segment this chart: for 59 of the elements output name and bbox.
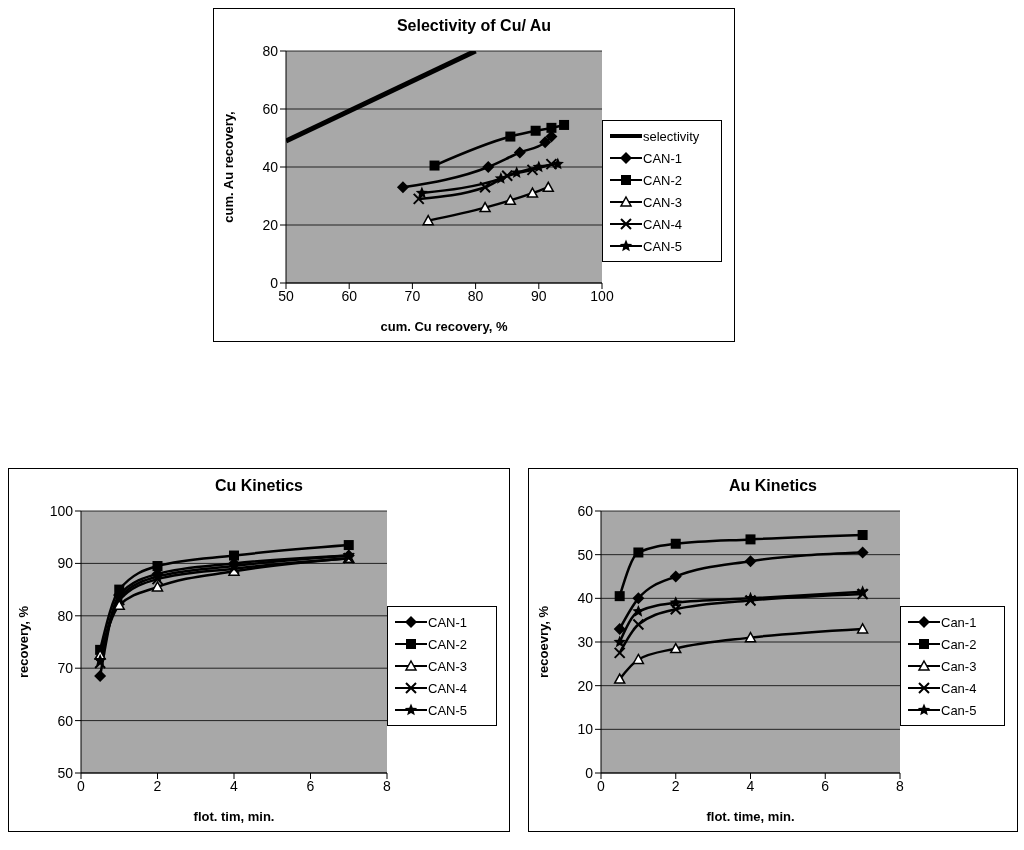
y-tick-label: 0 — [585, 764, 594, 781]
x-tick-label: 6 — [821, 777, 830, 794]
legend-label: Can-4 — [941, 680, 977, 696]
x-axis-title: flot. tim, min. — [193, 809, 275, 824]
legend-label: CAN-2 — [643, 172, 683, 188]
x-tick-label: 8 — [896, 777, 905, 794]
y-tick-label: 20 — [577, 677, 594, 694]
legend-label: Can-1 — [941, 614, 977, 630]
x-tick-label: 2 — [153, 777, 162, 794]
chart-title: Cu Kinetics — [214, 477, 304, 495]
chart-title: Selectivity of Cu/ Au — [395, 17, 553, 35]
x-tick-label: 0 — [597, 777, 606, 794]
x-tick-label: 4 — [230, 777, 239, 794]
legend-label: CAN-4 — [428, 680, 468, 696]
y-tick-label: 90 — [57, 555, 74, 572]
y-tick-label: 30 — [577, 633, 594, 650]
legend-label: CAN-5 — [643, 238, 683, 254]
legend-label: CAN-3 — [643, 194, 683, 210]
y-axis-title: cum. Au recovery, — [220, 111, 236, 223]
y-tick-label: 60 — [57, 712, 74, 729]
x-tick-label: 80 — [467, 287, 484, 304]
x-tick-label: 90 — [531, 287, 547, 304]
x-axis-title: cum. Cu recovery, % — [380, 319, 508, 334]
x-tick-label: 70 — [404, 287, 421, 304]
x-axis-title: flot. time, min. — [706, 809, 795, 824]
x-tick-label: 0 — [77, 777, 86, 794]
y-tick-label: 80 — [57, 607, 74, 624]
legend-label: CAN-1 — [428, 614, 468, 630]
legend-label: Can-5 — [941, 702, 977, 718]
y-tick-label: 40 — [262, 158, 279, 175]
legend-label: CAN-5 — [428, 702, 468, 718]
y-tick-label: 0 — [270, 274, 279, 291]
y-axis-title: recoevry, % — [535, 605, 551, 679]
legend-label: CAN-1 — [643, 150, 683, 166]
legend-label: Can-3 — [941, 658, 977, 674]
y-tick-label: 100 — [49, 502, 74, 519]
legend-label: Can-2 — [941, 636, 977, 652]
y-tick-label: 10 — [577, 721, 594, 738]
y-tick-label: 60 — [262, 100, 279, 117]
x-tick-label: 2 — [671, 777, 680, 794]
x-tick-label: 4 — [746, 777, 755, 794]
x-tick-label: 100 — [590, 287, 614, 304]
y-tick-label: 80 — [262, 42, 279, 59]
y-tick-label: 40 — [577, 590, 594, 607]
legend-label: CAN-2 — [428, 636, 468, 652]
y-tick-label: 70 — [57, 660, 74, 677]
y-tick-label: 50 — [57, 764, 74, 781]
x-tick-label: 8 — [383, 777, 392, 794]
y-tick-label: 20 — [262, 216, 279, 233]
legend-label: CAN-4 — [643, 216, 683, 232]
y-axis-title: recovery, % — [15, 605, 31, 679]
x-tick-label: 60 — [341, 287, 358, 304]
legend-label: CAN-3 — [428, 658, 468, 674]
y-tick-label: 50 — [577, 546, 594, 563]
x-tick-label: 50 — [278, 287, 294, 304]
y-tick-label: 60 — [577, 502, 594, 519]
chart-title: Au Kinetics — [728, 477, 818, 495]
legend-label: selectivity — [643, 128, 700, 144]
x-tick-label: 6 — [306, 777, 315, 794]
